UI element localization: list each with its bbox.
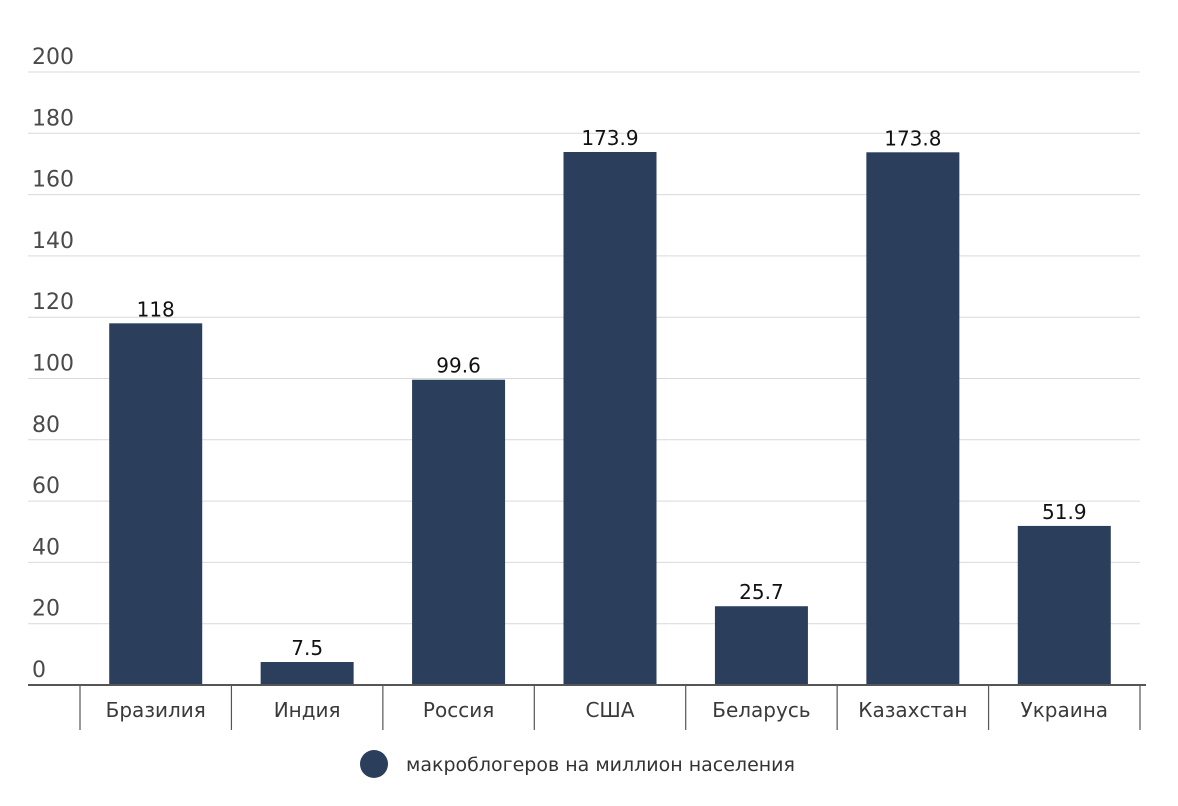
legend-swatch bbox=[360, 750, 388, 778]
data-label: 173.9 bbox=[581, 126, 638, 150]
data-label: 173.8 bbox=[884, 126, 941, 150]
y-tick-label: 200 bbox=[32, 45, 74, 70]
y-tick-label: 80 bbox=[32, 413, 60, 438]
x-tick-label: США bbox=[585, 698, 634, 722]
bar bbox=[714, 606, 808, 685]
x-tick-label: Индия bbox=[274, 698, 341, 722]
data-label: 99.6 bbox=[436, 354, 481, 378]
y-tick-label: 60 bbox=[32, 474, 60, 499]
y-tick-label: 180 bbox=[32, 106, 74, 131]
data-labels: 118 7.5 99.6 173.9 25.7 173.8 51.9 bbox=[137, 126, 1087, 660]
bar bbox=[1017, 525, 1111, 685]
x-tick-label: Россия bbox=[423, 698, 494, 722]
x-axis bbox=[28, 684, 1146, 730]
y-tick-label: 160 bbox=[32, 168, 74, 193]
y-tick-label: 100 bbox=[32, 352, 74, 377]
bar bbox=[260, 662, 354, 685]
x-tick-label: Украина bbox=[1021, 698, 1109, 722]
y-tick-label: 140 bbox=[32, 229, 74, 254]
bar bbox=[563, 151, 657, 685]
x-tick-label: Казахстан bbox=[858, 698, 967, 722]
data-label: 51.9 bbox=[1042, 500, 1087, 524]
category-labels: Бразилия Индия Россия США Беларусь Казахстан У… bbox=[106, 698, 1108, 722]
bar bbox=[412, 379, 506, 685]
y-tick-label: 0 bbox=[32, 658, 46, 683]
bar bbox=[109, 323, 203, 685]
y-tick-label: 120 bbox=[32, 290, 74, 315]
legend: макроблогеров на миллион населения bbox=[360, 750, 795, 778]
data-label: 25.7 bbox=[739, 580, 784, 604]
x-tick-label: Беларусь bbox=[712, 698, 810, 722]
legend-label: макроблогеров на миллион населения bbox=[406, 754, 795, 776]
x-tick-label: Бразилия bbox=[106, 698, 206, 722]
bar bbox=[866, 152, 960, 686]
y-tick-label: 20 bbox=[32, 597, 60, 622]
y-axis-ticks: 0 20 40 60 80 100 120 140 160 180 200 bbox=[32, 45, 74, 683]
data-label: 118 bbox=[137, 297, 175, 321]
data-label: 7.5 bbox=[291, 636, 323, 660]
y-tick-label: 40 bbox=[32, 535, 60, 560]
bars bbox=[109, 151, 1111, 686]
